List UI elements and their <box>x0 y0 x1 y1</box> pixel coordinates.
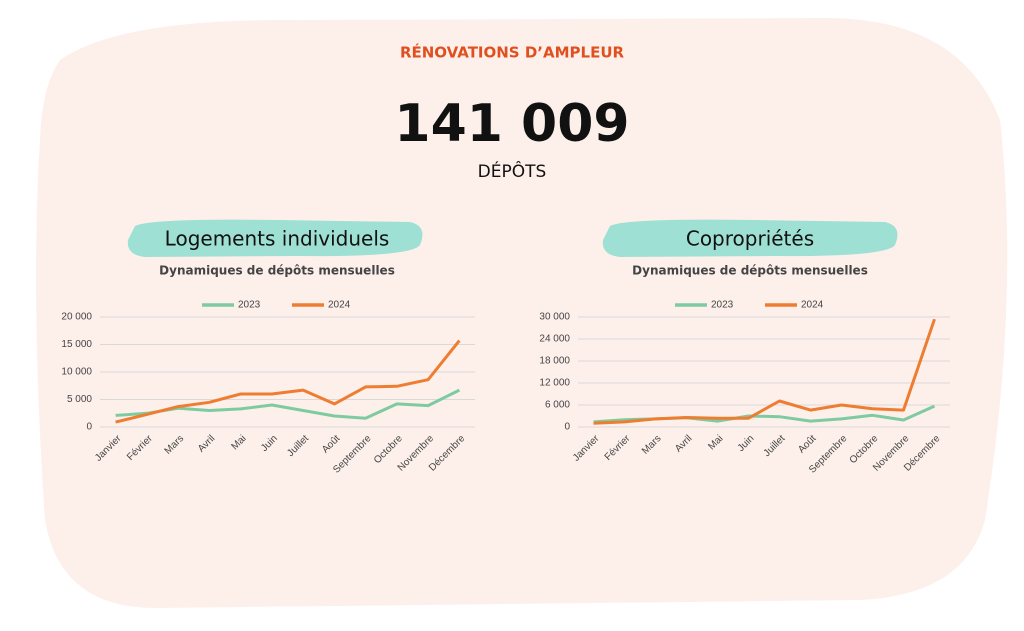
line-series <box>593 318 936 425</box>
y-tick-label: 6 000 <box>545 400 570 411</box>
y-tick-label: 18 000 <box>539 356 570 367</box>
y-tick-label: 20 000 <box>61 312 92 323</box>
unit: DÉPÔTS <box>478 160 547 182</box>
chart-subtitle: Dynamiques de dépôts mensuelles <box>632 264 868 278</box>
y-tick-label: 12 000 <box>539 378 570 389</box>
y-tick-label: 5 000 <box>67 394 92 405</box>
total: 141 009 <box>394 94 629 154</box>
chart-subtitle: Dynamiques de dépôts mensuelles <box>159 264 395 278</box>
legend-label: 2024 <box>328 300 351 311</box>
y-tick-label: 24 000 <box>539 334 570 345</box>
chart-title: Logements individuels <box>165 227 390 251</box>
legend-label: 2024 <box>801 300 824 311</box>
legend-label: 2023 <box>238 300 261 311</box>
pill <box>127 219 423 257</box>
background-blob <box>36 17 1008 609</box>
y-tick-label: 0 <box>86 422 92 433</box>
chart-title: Copropriétés <box>686 227 814 251</box>
y-tick-label: 15 000 <box>61 339 92 350</box>
y-tick-label: 30 000 <box>539 312 570 323</box>
legend-label: 2023 <box>711 300 734 311</box>
pill <box>602 219 898 257</box>
y-tick-label: 0 <box>564 422 570 433</box>
y-tick-label: 10 000 <box>61 367 92 378</box>
header-title: RÉNOVATIONS D’AMPLEUR <box>400 43 625 62</box>
line-series <box>115 339 461 424</box>
